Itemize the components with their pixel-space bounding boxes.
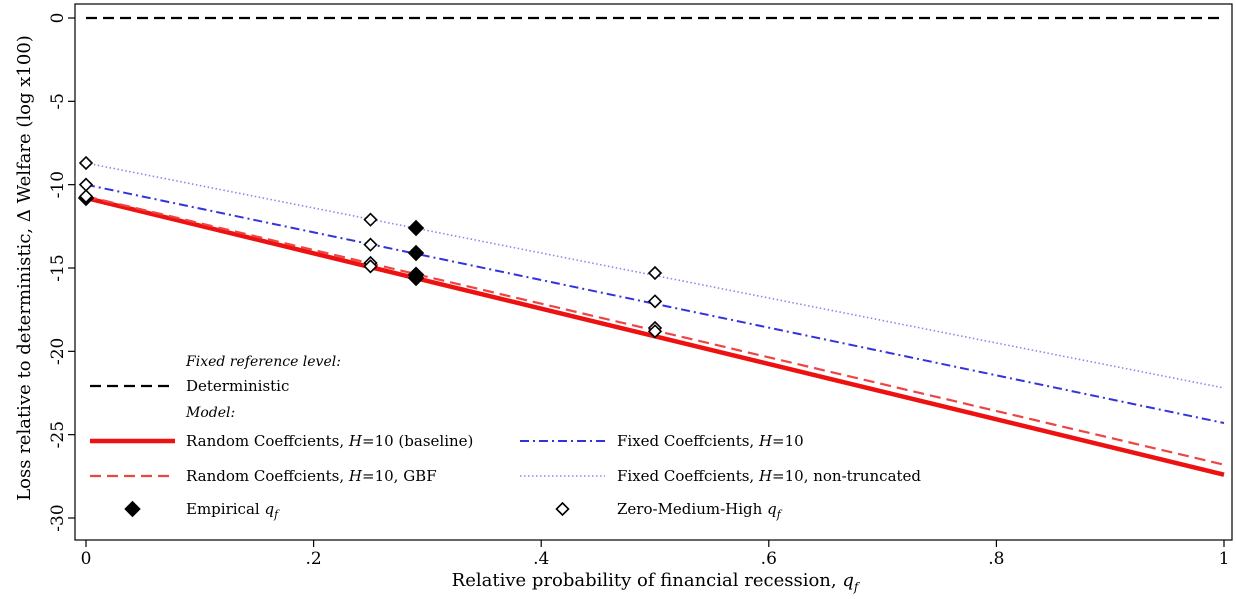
- legend: Fixed reference level: Model: Deterministi…: [90, 354, 921, 521]
- axes: 0 .2 .4 .6 .8 1 0 -5 -10 -15 -20 -25 -30: [48, 13, 1229, 569]
- y-tick-label: -20: [48, 338, 68, 365]
- x-axis-title-text: Relative probability of financial recess…: [452, 570, 843, 591]
- legend-label: Random Coeffcients, H=10 (baseline): [186, 432, 473, 450]
- x-tick-label: .4: [533, 549, 549, 569]
- x-axis-title-sub: f: [853, 580, 861, 594]
- legend-key-marker-filled: [124, 500, 141, 518]
- empirical-point: [407, 244, 425, 262]
- x-axis-title: Relative probability of financial recess…: [452, 570, 861, 594]
- y-axis-title: Loss relative to deterministic, Δ Welfar…: [14, 35, 35, 501]
- legend-label: Empirical qf: [186, 500, 280, 521]
- legend-label: Fixed Coeffcients, H=10: [617, 432, 804, 450]
- legend-key-marker-open: [555, 501, 570, 517]
- y-tick-label: 0: [48, 13, 68, 24]
- legend-label: Deterministic: [186, 377, 289, 395]
- legend-label: Zero-Medium-High qf: [617, 500, 783, 521]
- y-tick-label: -10: [48, 171, 68, 198]
- zero-medium-high-point: [647, 324, 663, 339]
- x-tick-label: .6: [761, 549, 777, 569]
- y-tick-label: -25: [48, 421, 68, 448]
- zero-medium-high-point: [78, 155, 94, 171]
- x-axis-title-var: q: [842, 570, 854, 591]
- legend-label: Random Coeffcients, H=10, GBF: [186, 467, 437, 485]
- x-tick-label: 0: [81, 549, 92, 569]
- zero-medium-high-point: [363, 259, 378, 274]
- x-tick-label: .2: [305, 549, 321, 569]
- x-tick-label: 1: [1219, 549, 1230, 569]
- y-tick-label: -15: [48, 254, 68, 281]
- y-tick-label: -30: [48, 504, 68, 531]
- legend-heading-model: Model:: [185, 405, 235, 421]
- series-line-fc: [85, 183, 1225, 424]
- empirical-point: [407, 269, 425, 287]
- legend-label: Fixed Coeffcients, H=10, non-truncated: [617, 467, 921, 485]
- zero-medium-high-point: [363, 212, 378, 227]
- zero-medium-high-point: [78, 189, 94, 204]
- zero-medium-high-point: [647, 294, 663, 309]
- y-tick-label: -5: [48, 93, 68, 110]
- empirical-point: [407, 219, 425, 237]
- zero-medium-high-point: [363, 237, 378, 252]
- zero-medium-high-point: [647, 265, 663, 281]
- legend-heading-fixed: Fixed reference level:: [185, 354, 341, 370]
- marker-layer: [77, 155, 663, 339]
- x-tick-label: .8: [988, 549, 1004, 569]
